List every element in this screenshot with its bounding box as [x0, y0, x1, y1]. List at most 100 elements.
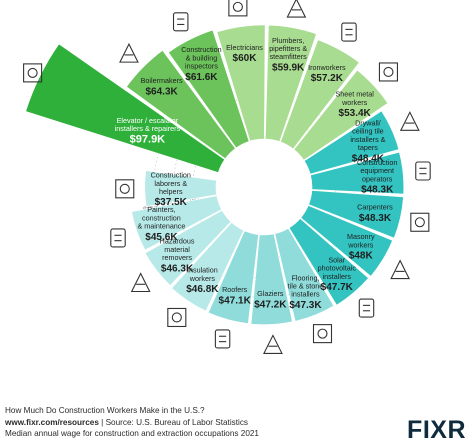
category-label: Carpenters [357, 203, 393, 212]
wedge-construction-laborers-helpers [144, 170, 217, 207]
category-label: Sheet metal [335, 90, 374, 99]
category-label: Elevator / escalator [117, 116, 179, 125]
electricians-icon [228, 0, 248, 17]
category-label: Insulation [187, 266, 218, 275]
wedge-label: Boilermakers$64.3K [141, 76, 183, 97]
category-label: Masonry [347, 232, 375, 241]
category-label: removers [162, 253, 192, 262]
value-label: $46.3K [161, 263, 194, 274]
category-label: ceiling tile [352, 127, 384, 136]
painters-construction-icon [110, 228, 126, 248]
source-line: www.fixr.com/resources | Source: U.S. Bu… [5, 417, 405, 429]
category-label: Boilermakers [141, 76, 183, 85]
solar-photovoltaic-icon [358, 298, 375, 318]
plumbers-pipefitters-icon [286, 0, 307, 18]
value-label: $60K [233, 53, 258, 64]
category-label: installers [323, 272, 352, 281]
category-label: material [164, 245, 190, 254]
category-label: Painters, [147, 205, 175, 214]
wedge-elevator-escalator-installers-repairers [25, 43, 226, 173]
value-label: $47.2K [254, 299, 287, 310]
wedge-painters-construction-maintenance [131, 195, 222, 251]
category-label: equipment [360, 166, 394, 175]
value-label: $46.8K [186, 284, 219, 295]
value-label: $47.3K [289, 300, 322, 311]
wedge-sheet-metal-workers [293, 69, 389, 161]
wedge-insulation-workers [171, 222, 245, 312]
category-label: steamfitters [270, 52, 308, 61]
wedge-label: Ironworkers$57.2K [308, 63, 346, 84]
glaziers-icon [263, 334, 283, 354]
category-label: pipefitters & [269, 44, 307, 53]
value-label: $48.4K [352, 153, 385, 164]
category-label: installers [291, 290, 320, 299]
drywall-ceiling-icon [399, 111, 420, 131]
wedge-ironworkers [280, 39, 360, 150]
wedge-construction-building-inspectors [167, 29, 250, 149]
wedge-solar-photovoltaic-installers [288, 218, 369, 306]
value-label: $57.2K [311, 73, 344, 84]
chart-subtitle: Median annual wage for construction and … [5, 429, 259, 438]
wedge-boilermakers [126, 49, 236, 160]
category-label: Solar [328, 255, 345, 264]
masonry-workers-icon [390, 259, 410, 280]
wedge-plumbers-pipefitters-steamfitters [265, 24, 317, 142]
category-label: workers [341, 98, 368, 107]
wedge-label: Plumbers,pipefitters &steamfitters$59.9K [269, 36, 307, 74]
category-label: Construction [357, 158, 397, 167]
ironworkers-icon [341, 22, 357, 42]
flooring-tile-icon [312, 324, 333, 344]
category-label: helpers [159, 187, 183, 196]
category-label: construction [142, 213, 181, 222]
wedge-masonry-workers [300, 205, 393, 277]
value-label: $48K [349, 251, 374, 262]
category-label: Hazardous [160, 237, 195, 246]
category-label: Ironworkers [308, 63, 346, 72]
wedge-drywall-ceiling-tile-installers-tapers [303, 110, 400, 175]
wedge-construction-equipment-operators [310, 151, 405, 195]
value-label: $59.9K [272, 62, 305, 73]
category-label: & maintenance [137, 222, 185, 231]
wedge-label: Roofers$47.1K [219, 285, 252, 306]
wedge-layer [25, 24, 405, 325]
category-label: operators [362, 174, 393, 183]
category-label: Plumbers, [272, 36, 304, 45]
value-label: $48.3K [361, 185, 394, 196]
wedge-hazardous-material-removers [144, 209, 232, 286]
fixr-logo: FIXR [407, 416, 466, 444]
category-label: Construction [181, 45, 221, 54]
center-hole [217, 140, 311, 234]
center-hole [217, 140, 311, 234]
source-site-link[interactable]: www.fixr.com/resources [5, 417, 99, 427]
icon-layer [23, 0, 431, 354]
sheet-metal-icon [378, 62, 398, 82]
value-label: $47.1K [219, 295, 252, 306]
value-label: $48.3K [359, 213, 392, 224]
wedge-label: Carpenters$48.3K [357, 203, 393, 224]
category-label: & building [186, 53, 218, 62]
category-label: Drywall/ [355, 118, 381, 127]
category-label: workers [189, 274, 216, 283]
wedge-glaziers [250, 233, 293, 325]
polar-bar-chart: $25K$50K$75K Elevator / escalatorinstall… [23, 0, 431, 354]
category-label: workers [347, 240, 374, 249]
value-label: $61.6K [185, 72, 218, 83]
wedge-electricians [216, 24, 266, 142]
roofers-icon [214, 329, 231, 349]
category-label: Flooring, [291, 273, 319, 282]
category-label: tapers [358, 143, 378, 152]
elevator-escalator-icon [23, 63, 43, 83]
wedge-label: Glaziers$47.2K [254, 289, 287, 310]
category-label: Glaziers [257, 289, 284, 298]
category-label: installers & [350, 135, 385, 144]
footer: How Much Do Construction Workers Make in… [5, 405, 405, 440]
value-label: $37.5K [155, 197, 188, 208]
